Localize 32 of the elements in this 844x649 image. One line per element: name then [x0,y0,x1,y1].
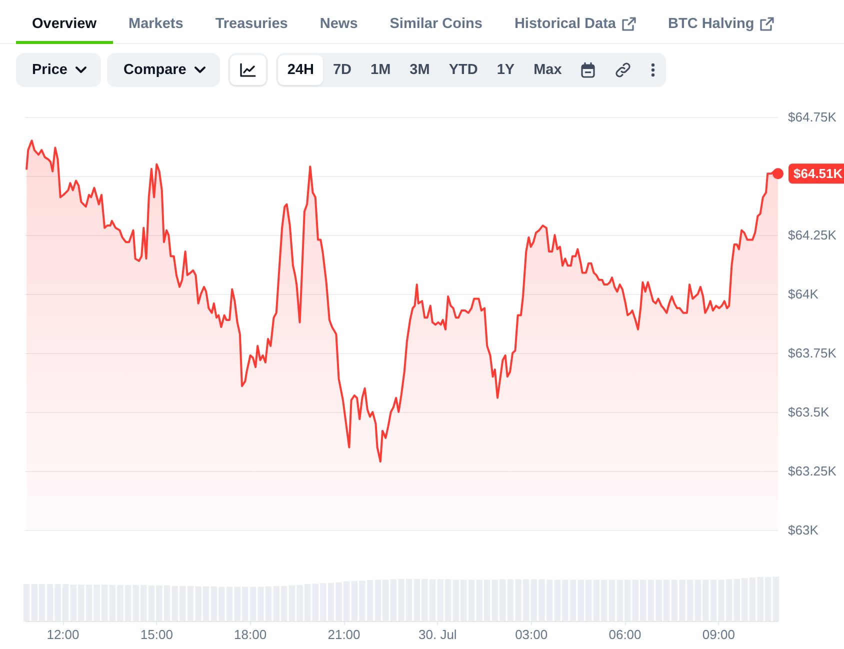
text: 24H [287,62,314,78]
y-tick-label: $64K [788,286,819,302]
text: 7D [332,62,352,78]
x-tick-label: 21:00 [328,627,360,642]
y-tick-label: $63.75K [788,346,837,360]
text: YTD [448,62,478,78]
annotation: $64.51K [794,166,844,182]
text: Treasuries [215,16,288,32]
x-tick-label: 18:00 [234,627,267,642]
text: 3M [410,62,430,78]
text: Price [32,62,68,78]
text: Historical Data [514,16,616,32]
x-tick-label: 30. Jul [418,627,457,642]
text: Compare [123,62,186,78]
x-tick-label: 06:00 [608,627,642,642]
text: 1M [370,62,391,78]
y-tick-label: $63.5K [788,404,830,420]
text: BTC Halving [668,16,754,32]
x-tick-label: 09:00 [702,627,735,642]
text: Markets [128,16,184,32]
y-tick-label: $63.25K [788,464,837,478]
x-tick-label: 03:00 [515,627,548,642]
text: Max [534,62,562,78]
y-tick-label: $63K [788,522,819,538]
text: 1Y [496,62,515,78]
x-tick-label: 15:00 [140,627,173,642]
x-tick-label: 12:00 [46,627,80,642]
text: Overview [32,16,96,32]
y-tick-label: $64.25K [788,228,837,242]
y-tick-label: $64.75K [788,110,837,124]
text: Similar Coins [390,16,482,32]
text: News [320,16,358,32]
